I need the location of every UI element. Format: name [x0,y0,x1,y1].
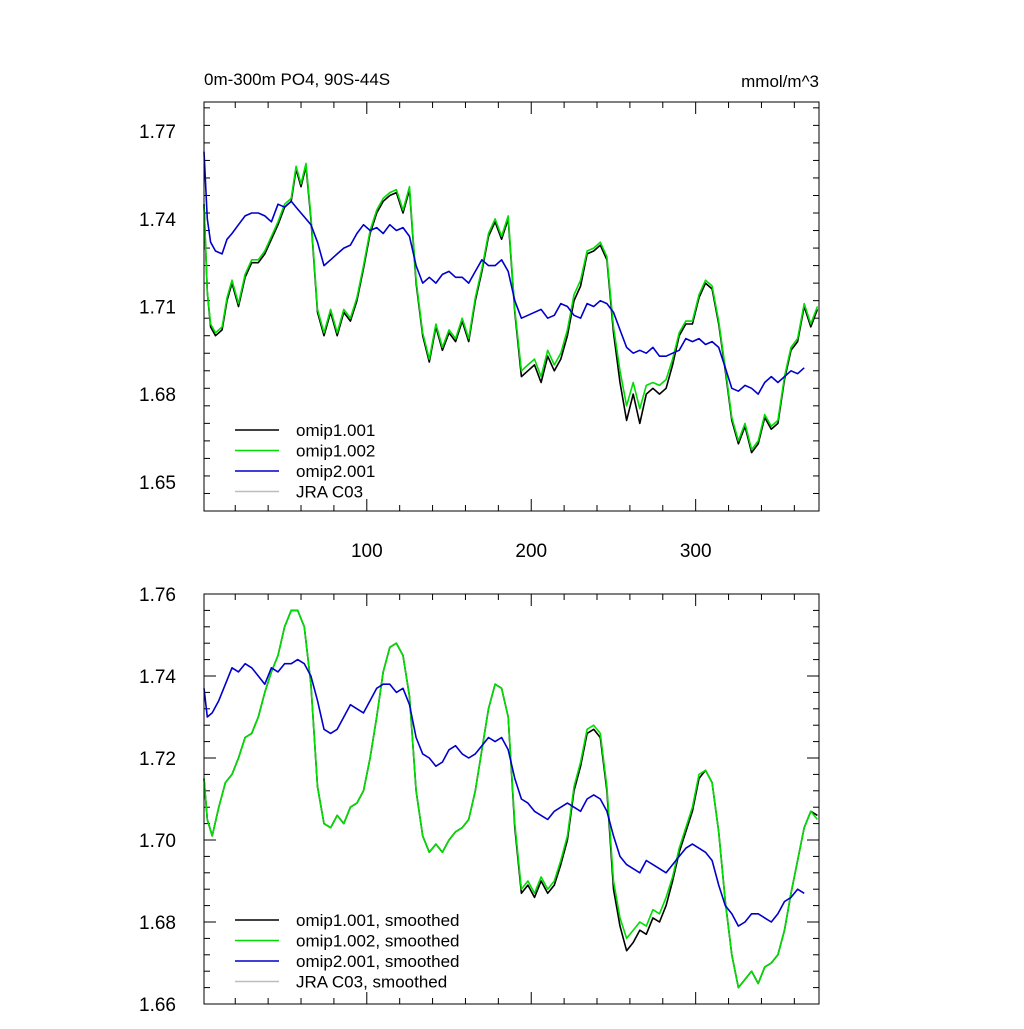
bottom-panel: 1.66 1.68 1.70 1.72 1.74 1.76 omip1.001, smoo… [139,585,820,1016]
series-line-omip1-001 [203,165,819,454]
plot-frame [203,593,820,1005]
y-tick-label: 1.74 [139,667,176,688]
legend-label: JRA C03 [296,483,363,502]
legend-label: omip1.002 [296,442,375,461]
legend-label: omip1.002, smoothed [296,932,460,951]
x-tick-label: 100 [351,541,383,562]
y-tick-label: 1.71 [139,298,176,319]
x-tick-label: 200 [515,541,547,562]
series-line-omip1-002 [203,609,819,989]
y-tick-label: 1.74 [139,210,176,231]
y-tick-label: 1.76 [139,585,176,606]
plot-frame [203,101,820,512]
series-line-omip1-002 [203,162,819,451]
top-panel: 0m-300m PO4, 90S-44S mmol/m^3 1.65 1.68 1.… [139,70,820,562]
series-line-omip2-001 [203,151,805,395]
y-tick-label: 1.66 [139,995,176,1016]
legend-label: omip1.001, smoothed [296,911,460,930]
y-tick-label: 1.65 [139,473,176,494]
y-tick-label: 1.70 [139,831,176,852]
chart-title: 0m-300m PO4, 90S-44S [204,70,390,89]
y-tick-label: 1.77 [139,122,176,143]
y-tick-label: 1.68 [139,913,176,934]
y-tick-label: 1.72 [139,749,176,770]
units-label: mmol/m^3 [741,72,819,91]
legend: omip1.001, smoothed omip1.002, smoothedom… [235,911,460,992]
legend-label: omip2.001, smoothed [296,952,460,971]
y-tick-label: 1.68 [139,385,176,406]
legend-label: JRA C03, smoothed [296,973,447,992]
x-tick-label: 300 [680,541,712,562]
series-line-omip2-001 [203,658,805,927]
legend-label: omip1.001 [296,421,375,440]
legend-label: omip2.001 [296,462,375,481]
